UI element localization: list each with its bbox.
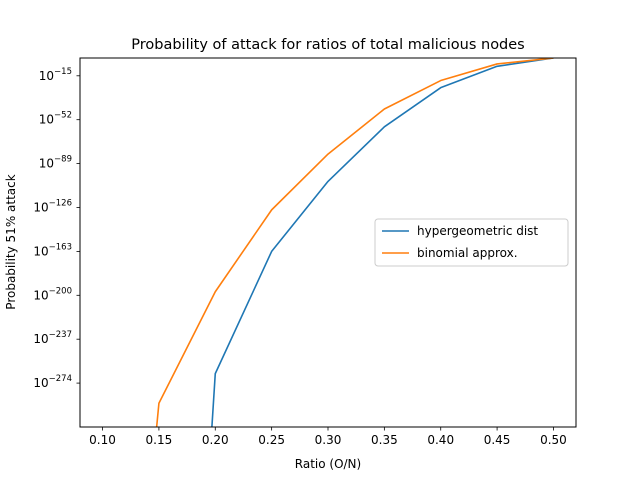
y-tick-exponent: −200 xyxy=(49,286,72,296)
y-tick-exponent: −126 xyxy=(49,198,72,208)
y-tick-base: 10 xyxy=(33,200,48,214)
y-tick-label: 10−52 xyxy=(39,111,72,127)
y-tick-base: 10 xyxy=(33,244,48,258)
plot-frame xyxy=(79,57,577,428)
y-tick-base: 10 xyxy=(39,113,54,127)
x-tick-label: 0.15 xyxy=(146,433,173,447)
y-tick-label: 10−163 xyxy=(33,242,72,258)
y-tick-base: 10 xyxy=(33,288,48,302)
y-tick-exponent: −274 xyxy=(49,374,72,384)
x-tick-label: 0.40 xyxy=(427,433,454,447)
y-tick-base: 10 xyxy=(33,376,48,390)
x-axis-ticks: 0.10 0.15 0.20 0.25 0.30 0.35 0.40 0.45 0.50 xyxy=(89,427,567,447)
y-tick-exponent: −89 xyxy=(54,155,72,165)
x-tick-label: 0.45 xyxy=(484,433,511,447)
legend-box xyxy=(374,218,569,267)
y-tick-label: 10−274 xyxy=(33,374,72,390)
x-tick-label: 0.20 xyxy=(202,433,229,447)
chart-title: Probability of attack for ratios of tota… xyxy=(131,37,525,53)
y-tick-exponent: −237 xyxy=(49,330,72,340)
x-tick-label: 0.10 xyxy=(89,433,116,447)
series-line-0 xyxy=(211,58,554,427)
y-tick-label: 10−89 xyxy=(39,155,72,171)
y-tick-exponent: −52 xyxy=(54,111,72,121)
y-tick-base: 10 xyxy=(33,332,48,346)
y-tick-exponent: −163 xyxy=(49,242,72,252)
y-axis-title: Probability 51% attack xyxy=(4,174,18,309)
y-axis-ticks: 10−1510−5210−8910−12610−16310−20010−2371… xyxy=(33,67,80,390)
legend: hypergeometric dist binomial approx. xyxy=(374,218,569,267)
x-tick-label: 0.50 xyxy=(540,433,567,447)
y-tick-label: 10−200 xyxy=(33,286,72,302)
x-axis-title: Ratio (O/N) xyxy=(295,457,361,471)
y-tick-label: 10−15 xyxy=(39,67,72,83)
y-tick-exponent: −15 xyxy=(54,67,72,77)
legend-label-1: binomial approx. xyxy=(417,246,518,260)
x-tick-label: 0.25 xyxy=(258,433,285,447)
x-tick-label: 0.35 xyxy=(371,433,398,447)
y-tick-label: 10−126 xyxy=(33,198,72,214)
series-layer xyxy=(155,58,554,427)
legend-label-0: hypergeometric dist xyxy=(417,224,538,238)
y-tick-base: 10 xyxy=(39,69,54,83)
series-line-1 xyxy=(155,58,554,427)
y-tick-label: 10−237 xyxy=(33,330,72,346)
y-tick-base: 10 xyxy=(39,157,54,171)
x-tick-label: 0.30 xyxy=(315,433,342,447)
